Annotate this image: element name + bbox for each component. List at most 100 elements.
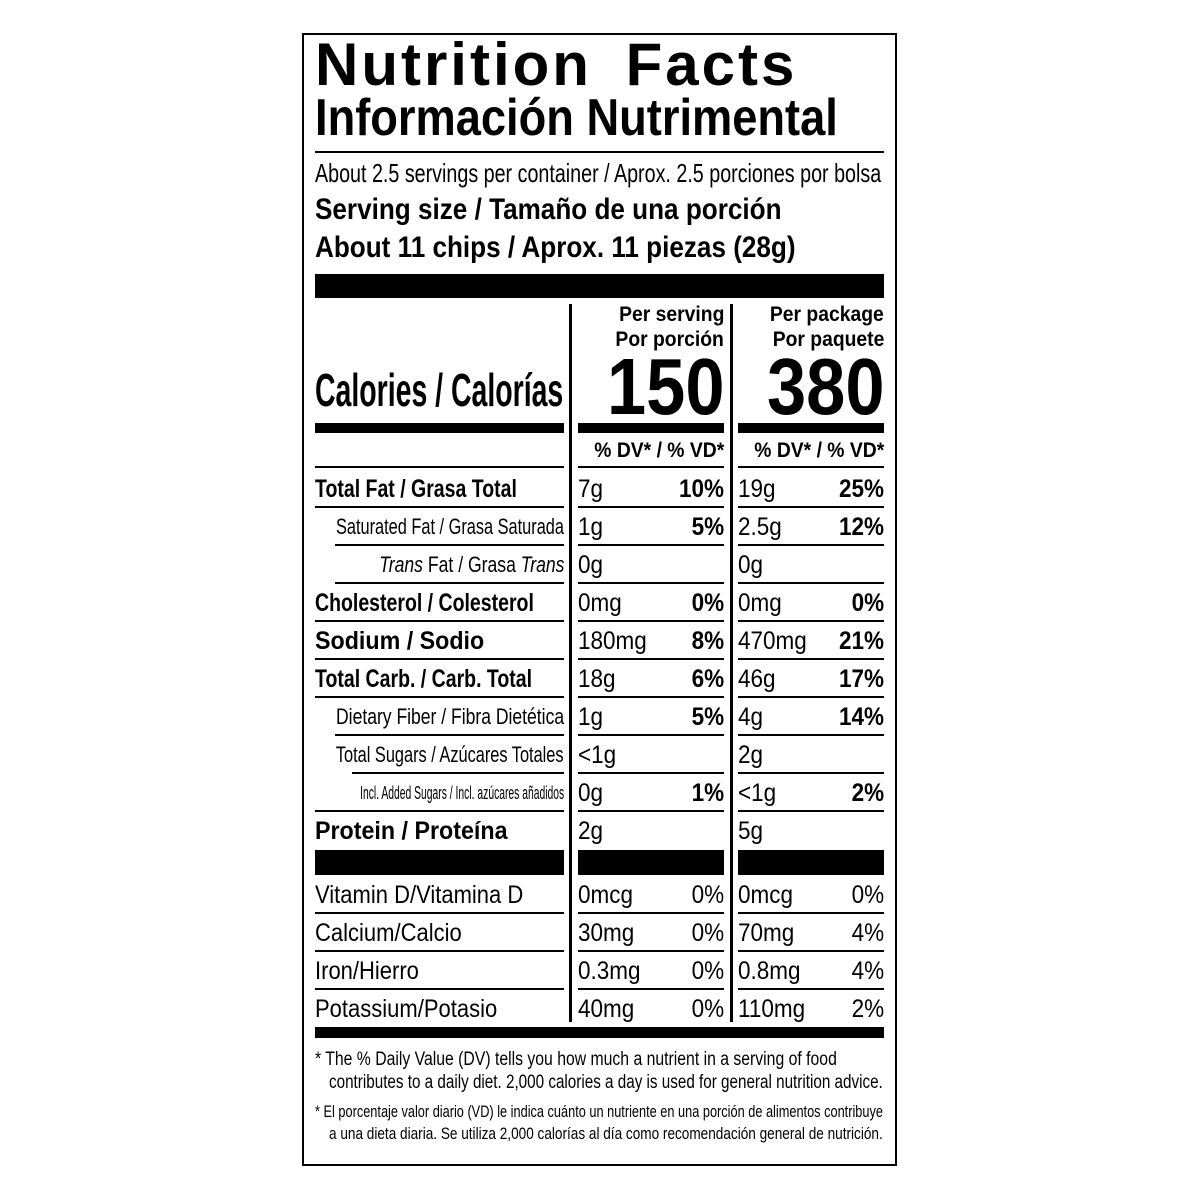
por-paquete-label: Por paquete xyxy=(772,328,884,351)
title-es: Información Nutrimental xyxy=(315,89,838,147)
daily-value-text: 0% xyxy=(691,589,724,617)
daily-value-text: 0% xyxy=(691,881,724,909)
daily-value-text: 14% xyxy=(838,703,884,731)
daily-value: 0% xyxy=(660,878,724,912)
nutrient-label: Incl. Added Sugars / Incl. azúcares añad… xyxy=(315,776,564,810)
nutrient-label: Total Sugars / Azúcares Totales xyxy=(315,738,564,772)
amount: 2g xyxy=(738,738,816,772)
amount-text: 180mg xyxy=(578,627,647,655)
serving-size-value: About 11 chips / Aprox. 11 piezas (28g) xyxy=(315,231,796,264)
daily-value-text: 1% xyxy=(691,779,724,807)
amount-text: 0mg xyxy=(738,589,782,617)
amount-text: 5g xyxy=(738,817,764,845)
dv-header: % DV* / % VD* xyxy=(754,439,884,462)
row-divider xyxy=(738,912,884,914)
amount: <1g xyxy=(738,776,816,810)
nutrient-row: Potassium/Potasio 40mg 0% 110mg 2% xyxy=(315,990,884,1028)
nutrient-label-text: Cholesterol / Colesterol xyxy=(315,589,534,617)
nutrient-label-text: Vitamin D/Vitamina D xyxy=(315,881,524,909)
row-divider xyxy=(738,772,884,774)
row-divider xyxy=(335,734,564,736)
daily-value-text: 2% xyxy=(851,779,884,807)
nutrient-label-text: Calcium/Calcio xyxy=(315,919,462,947)
row-divider xyxy=(578,544,724,546)
nutrient-label: Potassium/Potasio xyxy=(315,992,564,1026)
amount: 0mg xyxy=(738,586,816,620)
vitamin-bar xyxy=(578,850,724,875)
row-divider xyxy=(738,658,884,660)
daily-value: 12% xyxy=(820,510,884,544)
nutrient-label: Cholesterol / Colesterol xyxy=(315,586,564,620)
row-divider xyxy=(738,734,884,736)
row-divider xyxy=(578,912,724,914)
row-divider xyxy=(578,772,724,774)
nutrient-label-text: Total Sugars / Azúcares Totales xyxy=(336,742,564,767)
row-divider xyxy=(738,620,884,622)
amount-text: 0g xyxy=(578,779,604,807)
nutrient-label-text: Sodium / Sodio xyxy=(315,627,485,655)
amount: 180mg xyxy=(578,624,656,658)
por-porcion-label: Por porción xyxy=(615,328,724,351)
divider xyxy=(578,466,724,468)
nutrient-row: Saturated Fat / Grasa Saturada 1g 5% 2.5g 12… xyxy=(315,508,884,546)
amount-text: 470mg xyxy=(738,627,807,655)
bottom-thick-bar xyxy=(315,1027,884,1038)
amount: 1g xyxy=(578,510,656,544)
daily-value-text: 0% xyxy=(851,881,884,909)
row-divider xyxy=(315,620,564,622)
daily-value-text: 5% xyxy=(691,703,724,731)
column-divider xyxy=(569,304,572,1022)
daily-value: 25% xyxy=(820,472,884,506)
daily-value: 4% xyxy=(820,954,884,988)
row-divider xyxy=(738,950,884,952)
divider xyxy=(315,151,884,153)
amount: 0mcg xyxy=(578,878,656,912)
vitamin-bar xyxy=(738,850,884,875)
row-divider xyxy=(738,810,884,812)
footnote-en-2: contributes to a daily diet. 2,000 calor… xyxy=(329,1072,883,1093)
amount-text: 1g xyxy=(578,513,604,541)
row-divider xyxy=(578,950,724,952)
amount: 0g xyxy=(738,548,816,582)
amount: 19g xyxy=(738,472,816,506)
daily-value-text: 6% xyxy=(691,665,724,693)
daily-value-text: 21% xyxy=(838,627,884,655)
row-divider xyxy=(578,810,724,812)
nutrient-row: Incl. Added Sugars / Incl. azúcares añad… xyxy=(315,774,884,812)
daily-value-text: 0% xyxy=(691,995,724,1023)
daily-value-text: 2% xyxy=(851,995,884,1023)
nutrient-label-text: Total Carb. / Carb. Total xyxy=(315,665,533,693)
daily-value: 2% xyxy=(820,776,884,810)
daily-value: 0% xyxy=(660,916,724,950)
nutrient-label-text: Iron/Hierro xyxy=(315,957,419,985)
daily-value: 5% xyxy=(660,700,724,734)
amount-text: 1g xyxy=(578,703,604,731)
nutrient-label-text: Saturated Fat / Grasa Saturada xyxy=(336,514,564,539)
amount-text: 18g xyxy=(578,665,616,693)
calories-label: Calories / Calorías xyxy=(315,364,564,416)
amount-text: 4g xyxy=(738,703,764,731)
nutrient-label-text: Incl. Added Sugars / Incl. azúcares añad… xyxy=(359,783,564,803)
amount: 1g xyxy=(578,700,656,734)
daily-value-text: 8% xyxy=(691,627,724,655)
nutrient-row: Total Carb. / Carb. Total 18g 6% 46g 17% xyxy=(315,660,884,698)
daily-value-text: 4% xyxy=(851,957,884,985)
row-divider xyxy=(315,506,564,508)
daily-value: 21% xyxy=(820,624,884,658)
nutrient-label: Calcium/Calcio xyxy=(315,916,564,950)
row-divider xyxy=(315,696,564,698)
row-divider xyxy=(315,912,564,914)
amount-text: 0mg xyxy=(578,589,622,617)
servings-per-container: About 2.5 servings per container / Aprox… xyxy=(315,158,882,188)
amount-text: 0g xyxy=(738,551,764,579)
amount: 2.5g xyxy=(738,510,816,544)
nutrient-label: Protein / Proteína xyxy=(315,814,564,848)
row-divider xyxy=(335,544,564,546)
nutrient-label: Total Fat / Grasa Total xyxy=(315,472,564,506)
amount-text: 110mg xyxy=(738,995,806,1023)
amount-text: <1g xyxy=(738,779,777,807)
amount-text: 2.5g xyxy=(738,513,782,541)
daily-value-text: 25% xyxy=(838,475,884,503)
amount-text: 0.3mg xyxy=(578,957,641,985)
daily-value: 5% xyxy=(660,510,724,544)
